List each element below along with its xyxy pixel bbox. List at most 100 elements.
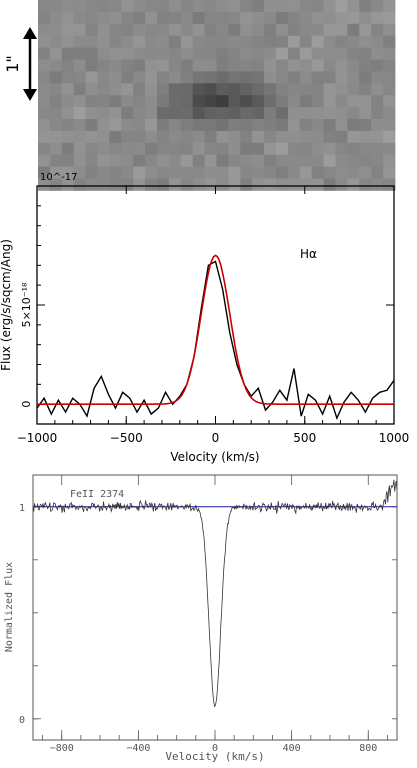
image-pixel — [359, 130, 372, 144]
image-pixel — [38, 166, 51, 179]
image-pixel — [180, 11, 194, 25]
image-pixel — [287, 107, 301, 120]
image-pixel — [276, 11, 289, 25]
image-pixel — [180, 95, 194, 108]
image-pixel — [145, 83, 158, 96]
image-pixel — [252, 130, 265, 144]
image-pixel — [383, 178, 396, 191]
image-pixel — [228, 11, 241, 25]
image-pixel — [85, 35, 98, 48]
image-pixel — [299, 59, 313, 72]
image-pixel — [240, 130, 253, 144]
image-pixel — [157, 0, 170, 13]
image-pixel — [61, 178, 75, 191]
image-pixel — [359, 83, 372, 96]
image-pixel — [38, 47, 51, 60]
image-pixel — [299, 23, 313, 37]
image-pixel — [359, 59, 372, 72]
image-pixel — [228, 130, 241, 144]
image-pixel — [97, 59, 110, 72]
image-pixel — [85, 83, 98, 96]
image-pixel — [49, 0, 63, 13]
image-pixel — [133, 95, 146, 108]
image-pixel — [323, 71, 336, 84]
image-pixel — [121, 59, 134, 72]
image-pixel — [323, 95, 336, 108]
image-panel — [38, 0, 396, 191]
image-pixel — [61, 47, 75, 60]
image-pixel — [121, 95, 134, 108]
image-pixel — [61, 23, 75, 37]
image-pixel — [73, 83, 86, 96]
image-pixel — [85, 142, 98, 156]
image-pixel — [168, 59, 182, 72]
image-pixel — [145, 11, 158, 25]
halpha-y-axis-label: Flux (erg/s/sqcm/Ang) — [0, 239, 13, 371]
image-pixel — [347, 119, 360, 132]
image-pixel — [240, 178, 253, 191]
halpha-y-scale-label: 10^-17 — [40, 172, 77, 183]
image-pixel — [383, 83, 396, 96]
image-pixel — [228, 23, 241, 37]
image-pixel — [359, 166, 372, 179]
image-pixel — [180, 142, 194, 156]
image-pixel — [157, 71, 170, 84]
image-pixel — [347, 95, 360, 108]
feii-plot-frame — [32, 474, 398, 741]
image-pixel — [204, 119, 217, 132]
halpha-x-tick-label: 500 — [293, 431, 316, 445]
image-pixel — [204, 83, 217, 96]
image-pixel — [335, 35, 348, 48]
image-pixel — [180, 107, 194, 120]
image-pixel — [347, 11, 360, 25]
image-pixel — [240, 71, 253, 84]
image-pixel — [97, 23, 110, 37]
image-pixel — [335, 71, 348, 84]
image-pixel — [287, 47, 301, 60]
image-pixel — [109, 154, 122, 167]
image-pixel — [73, 11, 86, 25]
image-pixel — [133, 154, 146, 167]
image-pixel — [371, 0, 384, 13]
image-pixel — [252, 59, 265, 72]
image-pixel — [157, 83, 170, 96]
image-pixel — [299, 142, 313, 156]
image-pixel — [359, 11, 372, 25]
image-pixel — [276, 142, 289, 156]
image-pixel — [216, 59, 229, 72]
image-pixel — [38, 95, 51, 108]
image-pixel — [216, 11, 229, 25]
image-pixel — [287, 35, 301, 48]
image-pixel — [240, 154, 253, 167]
image-pixel — [85, 95, 98, 108]
image-pixel — [276, 154, 289, 167]
image-pixel — [168, 0, 182, 13]
image-pixel — [85, 71, 98, 84]
image-pixel — [240, 23, 253, 37]
image-pixel — [49, 178, 63, 191]
image-pixel — [192, 130, 205, 144]
image-pixel — [97, 11, 110, 25]
image-pixel — [252, 107, 265, 120]
image-pixel — [335, 11, 348, 25]
image-pixel — [61, 119, 75, 132]
image-pixel — [109, 71, 122, 84]
image-pixel — [311, 130, 324, 144]
image-pixel — [157, 166, 170, 179]
image-pixel — [73, 130, 86, 144]
image-pixel — [383, 71, 396, 84]
image-pixel — [299, 107, 313, 120]
image-pixel — [371, 178, 384, 191]
image-pixel — [168, 47, 182, 60]
image-pixel — [204, 95, 217, 108]
image-pixel — [109, 130, 122, 144]
image-pixel — [359, 154, 372, 167]
image-pixel — [216, 35, 229, 48]
image-pixel — [371, 130, 384, 144]
image-pixel — [145, 142, 158, 156]
image-pixel — [180, 35, 194, 48]
image-pixel — [347, 83, 360, 96]
image-pixel — [109, 83, 122, 96]
image-pixel — [335, 23, 348, 37]
feii-y-axis-label: Normalized Flux — [4, 562, 15, 652]
